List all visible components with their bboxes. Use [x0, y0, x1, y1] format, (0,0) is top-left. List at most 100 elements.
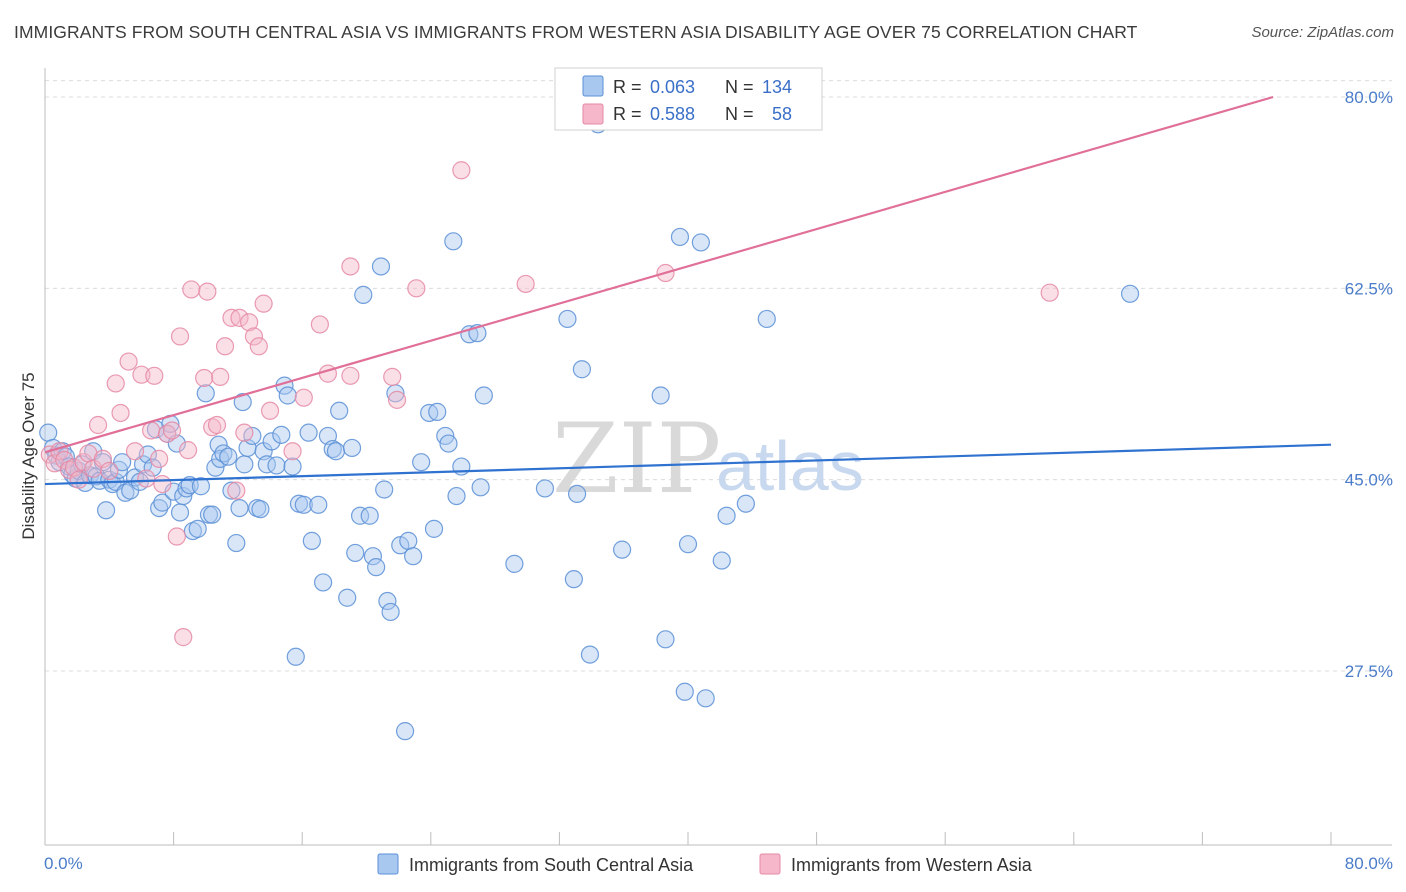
point-south-central-asia	[196, 384, 215, 403]
point-western-asia	[153, 474, 172, 494]
point-south-central-asia	[717, 506, 736, 525]
legend-swatch-blue	[582, 75, 604, 97]
point-south-central-asia	[302, 531, 321, 550]
bottom-legend-label-pink: Immigrants from Western Asia	[791, 855, 1033, 875]
legend-n-label-pink: N =	[725, 104, 754, 124]
point-south-central-asia	[133, 455, 153, 474]
point-western-asia	[207, 415, 227, 435]
point-south-central-asia	[404, 547, 423, 566]
point-south-central-asia	[375, 480, 394, 499]
point-south-central-asia	[206, 458, 225, 477]
x-tick-label-min: 0.0%	[44, 854, 83, 873]
point-western-asia	[341, 366, 360, 385]
point-western-asia	[64, 458, 84, 477]
point-south-central-asia	[675, 682, 694, 701]
trend-line-western-asia	[44, 95, 1274, 454]
point-south-central-asia	[656, 630, 675, 649]
point-western-asia	[235, 423, 254, 442]
point-south-central-asia	[235, 455, 254, 474]
point-south-central-asia	[267, 456, 286, 475]
point-south-central-asia	[262, 432, 281, 451]
point-western-asia	[341, 257, 360, 276]
point-western-asia	[150, 449, 169, 468]
point-south-central-asia	[219, 447, 238, 466]
point-south-central-asia	[505, 554, 524, 573]
point-south-central-asia	[222, 481, 241, 500]
point-western-asia	[244, 327, 264, 346]
point-south-central-asia	[535, 479, 555, 498]
point-south-central-asia	[678, 535, 698, 554]
watermark: ZIP atlas	[552, 403, 864, 515]
trend-lines	[44, 95, 1332, 486]
point-south-central-asia	[567, 484, 587, 503]
point-south-central-asia	[350, 506, 370, 525]
point-south-central-asia	[342, 438, 362, 458]
point-south-central-asia	[691, 233, 710, 252]
point-south-central-asia	[150, 498, 169, 518]
point-south-central-asia	[294, 495, 313, 514]
point-south-central-asia	[230, 498, 249, 518]
point-south-central-asia	[558, 309, 577, 329]
point-western-asia	[174, 628, 193, 647]
point-western-asia	[516, 274, 535, 294]
point-south-central-asia	[191, 477, 211, 496]
point-south-central-asia	[39, 423, 58, 442]
point-south-central-asia	[580, 645, 600, 664]
trend-line-south-central-asia	[44, 443, 1332, 486]
bottom-legend-swatch-blue	[377, 853, 399, 875]
point-western-asia	[452, 161, 471, 180]
point-south-central-asia	[227, 533, 246, 553]
point-western-asia	[132, 365, 151, 384]
point-western-asia	[170, 327, 190, 346]
point-south-central-asia	[251, 500, 270, 519]
point-south-central-asia	[309, 495, 328, 514]
point-south-central-asia	[381, 602, 400, 622]
watermark-atlas: atlas	[716, 427, 864, 505]
series-western-asia-points	[40, 161, 1059, 647]
point-south-central-asia	[326, 442, 346, 461]
point-south-central-asia	[428, 402, 447, 421]
point-western-asia	[74, 453, 93, 472]
point-south-central-asia	[286, 647, 305, 666]
point-south-central-asia	[378, 591, 397, 611]
point-western-asia	[55, 450, 74, 470]
point-south-central-asia	[447, 486, 466, 506]
point-south-central-asia	[399, 531, 418, 550]
y-tick-label: 62.5%	[1345, 279, 1393, 298]
legend-n-label-blue: N =	[725, 77, 754, 97]
bottom-legend-label-blue: Immigrants from South Central Asia	[409, 855, 694, 875]
point-western-asia	[387, 390, 407, 409]
point-south-central-asia	[153, 493, 172, 512]
point-south-central-asia	[346, 543, 365, 563]
chart-title: IMMIGRANTS FROM SOUTH CENTRAL ASIA VS IM…	[14, 22, 1138, 42]
grid-lines	[45, 80, 1392, 672]
point-western-asia	[111, 403, 130, 423]
y-tick-label: 45.0%	[1345, 471, 1393, 490]
point-south-central-asia	[203, 505, 222, 524]
point-south-central-asia	[471, 478, 490, 497]
x-ticks	[44, 832, 1332, 845]
point-western-asia	[260, 401, 280, 420]
point-south-central-asia	[474, 386, 493, 405]
legend-r-value-pink: 0.588	[650, 104, 695, 124]
point-western-asia	[230, 308, 249, 327]
point-south-central-asia	[233, 392, 252, 412]
point-western-asia	[249, 337, 268, 356]
point-western-asia	[254, 294, 273, 313]
watermark-zip: ZIP	[552, 403, 721, 515]
point-south-central-asia	[96, 501, 116, 520]
series-south-central-asia-points	[39, 115, 1140, 741]
point-western-asia	[227, 481, 246, 500]
point-western-asia	[195, 368, 214, 388]
point-south-central-asia	[209, 435, 228, 454]
point-south-central-asia	[371, 257, 391, 276]
point-western-asia	[283, 442, 302, 461]
point-south-central-asia	[395, 722, 415, 741]
y-tick-label: 27.5%	[1345, 662, 1393, 681]
source-label: Source: ZipAtlas.com	[1251, 24, 1394, 41]
point-western-asia	[141, 421, 161, 440]
legend-r-value-blue: 0.063	[650, 77, 695, 97]
point-western-asia	[167, 527, 186, 546]
point-south-central-asia	[363, 547, 383, 566]
point-south-central-asia	[651, 386, 670, 405]
